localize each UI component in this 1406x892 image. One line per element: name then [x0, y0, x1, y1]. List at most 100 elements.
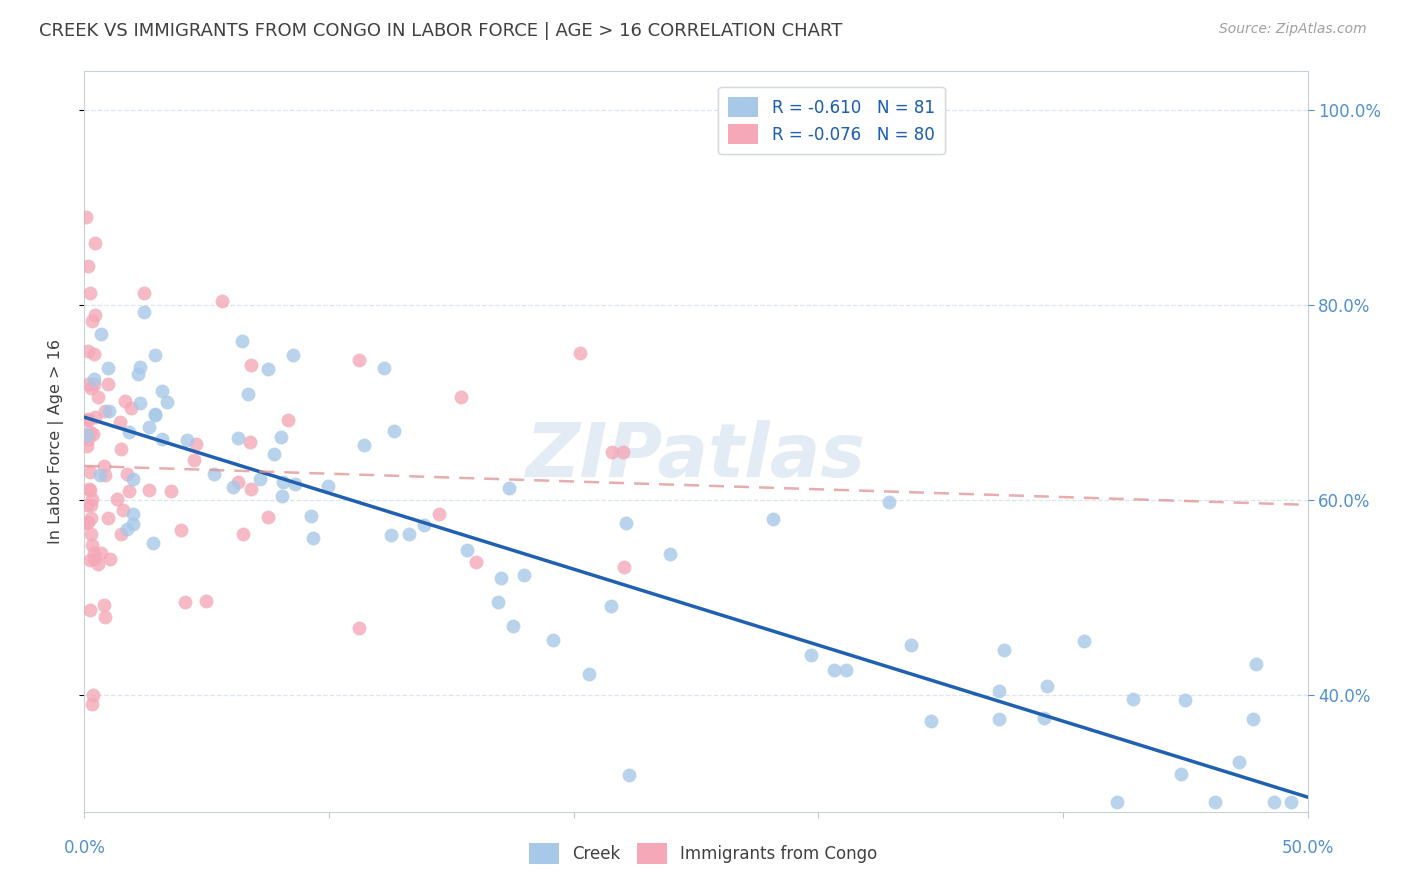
Text: 50.0%: 50.0%: [1281, 839, 1334, 857]
Point: [823, 663, 845, 677]
Point: [80, 527, 103, 541]
Point: [239, 358, 262, 372]
Point: [1263, 795, 1285, 809]
Point: [256, 362, 278, 376]
Point: [79, 483, 101, 497]
Point: [87, 390, 110, 404]
Point: [134, 304, 156, 318]
Point: [222, 480, 245, 494]
Point: [1170, 767, 1192, 781]
Point: [202, 467, 225, 481]
Legend: Creek, Immigrants from Congo: Creek, Immigrants from Congo: [522, 837, 884, 871]
Point: [98, 552, 121, 566]
Point: [257, 510, 280, 524]
Text: ZIPatlas: ZIPatlas: [526, 420, 866, 493]
Point: [76, 377, 98, 392]
Point: [83, 410, 105, 425]
Point: [271, 489, 294, 503]
Point: [138, 419, 160, 434]
Point: [277, 413, 299, 427]
Point: [762, 512, 785, 526]
Legend: R = -0.610   N = 81, R = -0.076   N = 80: R = -0.610 N = 81, R = -0.076 N = 80: [718, 87, 945, 154]
Point: [143, 407, 166, 421]
Point: [226, 431, 249, 445]
Point: [79, 465, 101, 479]
Point: [380, 527, 402, 541]
Point: [122, 508, 145, 522]
Point: [80, 492, 103, 507]
Point: [316, 479, 339, 493]
Point: [120, 401, 142, 416]
Point: [79, 498, 101, 512]
Point: [263, 447, 285, 461]
Point: [84, 308, 107, 322]
Point: [129, 359, 152, 374]
Point: [93, 458, 115, 473]
Point: [612, 444, 634, 458]
Point: [1122, 692, 1144, 706]
Point: [90, 546, 112, 560]
Point: [373, 360, 395, 375]
Point: [77, 259, 100, 273]
Point: [1073, 634, 1095, 648]
Point: [90, 326, 112, 341]
Point: [82, 688, 104, 702]
Point: [112, 503, 135, 517]
Point: [94, 609, 117, 624]
Point: [232, 527, 254, 541]
Point: [658, 547, 681, 561]
Point: [97, 511, 120, 525]
Point: [93, 598, 115, 612]
Point: [614, 516, 637, 530]
Point: [79, 510, 101, 524]
Point: [110, 442, 132, 457]
Point: [398, 526, 420, 541]
Point: [578, 667, 600, 681]
Point: [502, 619, 524, 633]
Point: [79, 425, 101, 439]
Point: [489, 571, 512, 585]
Point: [159, 484, 181, 499]
Point: [347, 621, 370, 635]
Point: [486, 595, 509, 609]
Point: [240, 482, 263, 496]
Point: [877, 494, 900, 508]
Point: [122, 472, 145, 486]
Point: [122, 517, 145, 532]
Point: [988, 684, 1011, 698]
Point: [284, 476, 307, 491]
Point: [97, 376, 120, 391]
Point: [465, 555, 488, 569]
Point: [76, 427, 98, 442]
Point: [75, 516, 97, 531]
Point: [105, 492, 128, 507]
Point: [75, 211, 97, 225]
Point: [239, 434, 262, 449]
Point: [800, 648, 823, 663]
Point: [194, 594, 217, 608]
Point: [83, 546, 105, 560]
Point: [1035, 679, 1057, 693]
Point: [83, 377, 105, 392]
Point: [619, 768, 641, 782]
Point: [613, 559, 636, 574]
Point: [427, 508, 450, 522]
Point: [600, 445, 623, 459]
Point: [118, 425, 141, 439]
Point: [118, 484, 141, 499]
Point: [498, 482, 520, 496]
Point: [82, 538, 104, 552]
Point: [156, 395, 179, 409]
Point: [211, 293, 233, 308]
Point: [108, 416, 131, 430]
Point: [1227, 756, 1250, 770]
Point: [77, 432, 100, 446]
Point: [231, 334, 253, 348]
Point: [173, 595, 195, 609]
Point: [150, 384, 173, 398]
Point: [127, 368, 149, 382]
Point: [301, 531, 323, 545]
Point: [170, 524, 193, 538]
Point: [128, 396, 150, 410]
Point: [98, 404, 121, 418]
